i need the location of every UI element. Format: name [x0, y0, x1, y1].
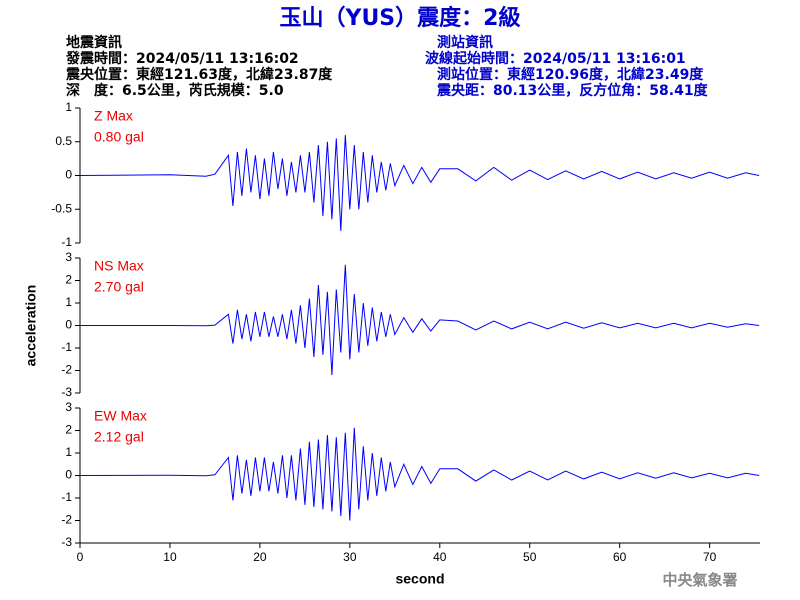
- max-value: 2.70 gal: [94, 279, 144, 295]
- x-tick-label: 40: [433, 550, 447, 564]
- max-label: EW Max: [94, 408, 147, 424]
- y-tick-label: -0.5: [51, 201, 72, 215]
- y-tick-label: 0: [65, 468, 72, 482]
- max-value: 0.80 gal: [94, 129, 144, 145]
- x-tick-label: 50: [523, 550, 537, 564]
- y-tick-label: -3: [61, 385, 72, 399]
- y-tick-label: 3: [65, 400, 72, 414]
- waveform: [79, 134, 760, 231]
- footer: 中央氣象署: [662, 571, 737, 589]
- info-line: 地震資訊: [66, 34, 122, 51]
- y-tick-label: 0: [65, 168, 72, 182]
- x-axis-label: second: [395, 571, 444, 587]
- y-tick-label: 2: [65, 273, 72, 287]
- y-tick-label: -1: [61, 235, 72, 249]
- info-line: 震央距：80.13公里，反方位角：58.41度: [436, 82, 709, 99]
- max-label: NS Max: [94, 258, 144, 274]
- y-tick-label: -1: [61, 490, 72, 504]
- x-tick-label: 20: [253, 550, 267, 564]
- y-tick-label: 3: [65, 250, 72, 264]
- max-value: 2.12 gal: [94, 429, 144, 445]
- info-line: 發震時間：2024/05/11 13:16:02: [65, 50, 299, 67]
- info-line: 測站資訊: [437, 34, 493, 51]
- y-tick-label: 0: [65, 318, 72, 332]
- event-info: 地震資訊 發震時間：2024/05/11 13:16:02 震央位置：東經121…: [65, 34, 333, 99]
- waveform: [79, 427, 760, 521]
- info-line: 震央位置：東經121.63度，北緯23.87度: [65, 66, 333, 83]
- y-axis-label: acceleration: [23, 285, 39, 367]
- y-tick-label: -3: [61, 535, 72, 549]
- x-tick-label: 30: [343, 550, 357, 564]
- y-tick-label: 0.5: [55, 134, 72, 148]
- info-line: 測站位置：東經120.96度，北緯23.49度: [437, 66, 704, 83]
- y-tick-label: 2: [65, 423, 72, 437]
- x-tick-label: 60: [613, 550, 627, 564]
- x-tick-label: 70: [703, 550, 717, 564]
- y-tick-label: -2: [61, 513, 72, 527]
- max-label: Z Max: [94, 108, 133, 124]
- waveform: [80, 264, 760, 376]
- y-tick-label: 1: [65, 100, 72, 114]
- info-line: 深 度：6.5公里，芮氏規模：5.0: [66, 82, 284, 99]
- x-tick-label: 10: [163, 550, 177, 564]
- x-tick-label: 0: [77, 550, 84, 564]
- y-tick-label: 1: [65, 445, 72, 459]
- y-tick-label: -1: [61, 340, 72, 354]
- station-info: 測站資訊 波線起始時間：2024/05/11 13:16:01 測站位置：東經1…: [425, 34, 709, 99]
- y-tick-label: 1: [65, 295, 72, 309]
- y-tick-label: -2: [61, 363, 72, 377]
- info-line: 波線起始時間：2024/05/11 13:16:01: [425, 50, 686, 67]
- title: 玉山（YUS）震度：2級: [280, 5, 521, 31]
